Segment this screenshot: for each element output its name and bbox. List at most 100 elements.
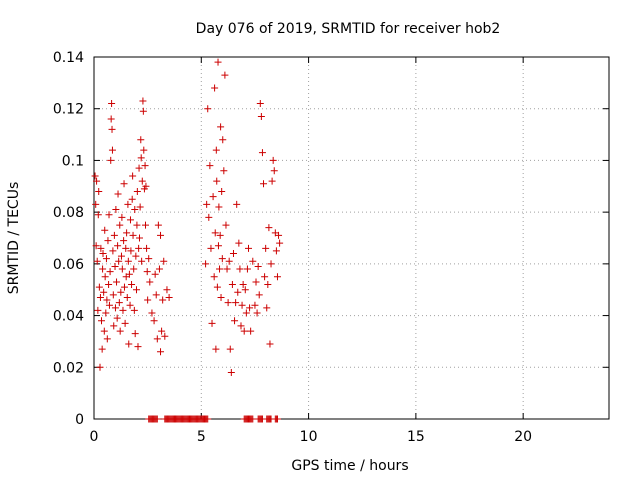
data-point xyxy=(140,146,148,154)
x-tick-label: 5 xyxy=(197,429,206,445)
data-point xyxy=(273,273,281,281)
data-point xyxy=(113,314,121,322)
data-point xyxy=(275,231,283,239)
data-point xyxy=(276,239,284,247)
data-point xyxy=(243,265,251,273)
data-point xyxy=(96,293,104,301)
data-point xyxy=(123,229,131,237)
data-point xyxy=(127,247,135,255)
data-point xyxy=(224,299,232,307)
data-point xyxy=(148,309,156,317)
data-point xyxy=(265,224,273,232)
data-point xyxy=(142,182,150,190)
tick-labels: 0 5 10 15 20 0 0.02 0.04 0.06 0.08 0.1 0.12 0.14 xyxy=(53,50,532,445)
data-point xyxy=(95,187,103,195)
x-tick-label: 15 xyxy=(407,429,425,445)
y-tick-label: 0.14 xyxy=(53,50,84,66)
data-point xyxy=(135,164,143,172)
data-point xyxy=(119,306,127,314)
data-point xyxy=(221,71,229,79)
data-point xyxy=(165,293,173,301)
data-point xyxy=(232,299,240,307)
data-point xyxy=(120,237,128,245)
data-point xyxy=(204,105,212,113)
data-point xyxy=(235,239,243,247)
data-point xyxy=(129,172,137,180)
data-point xyxy=(93,257,101,265)
data-point xyxy=(240,327,248,335)
data-point xyxy=(103,335,111,343)
data-point xyxy=(91,172,99,180)
data-point xyxy=(125,340,133,348)
data-point xyxy=(142,221,149,229)
data-point xyxy=(150,317,158,325)
data-point xyxy=(272,247,280,255)
data-point xyxy=(153,335,161,343)
data-point xyxy=(160,257,168,265)
data-point xyxy=(92,200,100,208)
data-point xyxy=(215,203,223,211)
data-point xyxy=(151,270,159,278)
data-point xyxy=(218,255,226,263)
data-point xyxy=(214,58,222,66)
data-point xyxy=(237,322,245,330)
data-point xyxy=(114,242,122,250)
data-point xyxy=(125,270,133,278)
data-point xyxy=(157,348,165,356)
data-point xyxy=(262,244,270,252)
data-point xyxy=(269,156,277,164)
data-point xyxy=(100,288,108,296)
data-point xyxy=(211,84,219,92)
x-tick-label: 0 xyxy=(90,429,99,445)
y-tick-label: 0 xyxy=(75,412,84,428)
data-point xyxy=(251,301,259,309)
data-point xyxy=(102,309,110,317)
data-point xyxy=(205,213,213,221)
data-point xyxy=(130,265,138,273)
data-point xyxy=(266,340,274,348)
data-point xyxy=(128,281,136,289)
data-point xyxy=(249,257,257,265)
grid-lines xyxy=(94,57,609,419)
data-point xyxy=(143,268,151,276)
data-point xyxy=(247,327,255,335)
axis-ticks xyxy=(93,56,609,420)
data-point xyxy=(133,221,141,229)
data-point xyxy=(111,304,119,312)
data-point xyxy=(108,146,116,154)
data-point xyxy=(92,242,100,250)
data-point xyxy=(236,265,244,273)
data-point xyxy=(137,154,145,162)
data-point xyxy=(154,221,162,229)
data-point xyxy=(98,345,106,353)
data-points xyxy=(91,58,284,423)
data-point xyxy=(112,206,120,214)
data-point xyxy=(110,322,118,330)
data-point xyxy=(120,283,128,291)
data-point xyxy=(97,244,105,252)
data-point xyxy=(255,291,263,299)
data-point xyxy=(95,283,103,291)
data-point xyxy=(106,268,114,276)
data-point xyxy=(132,252,140,260)
data-point xyxy=(103,296,111,304)
data-point xyxy=(268,177,276,185)
data-point xyxy=(126,216,134,224)
data-point xyxy=(260,180,268,188)
data-point xyxy=(113,278,121,286)
data-point xyxy=(107,156,115,164)
data-point xyxy=(159,296,167,304)
data-point xyxy=(202,260,210,268)
data-point xyxy=(233,200,241,208)
data-point xyxy=(102,255,110,263)
data-point xyxy=(219,136,227,144)
x-tick-label: 20 xyxy=(514,429,532,445)
data-point xyxy=(99,265,107,273)
data-point xyxy=(110,231,118,239)
data-point xyxy=(109,291,117,299)
data-point xyxy=(216,231,224,239)
data-point xyxy=(98,317,106,325)
data-point xyxy=(238,301,246,309)
x-tick-label: 10 xyxy=(300,429,318,445)
